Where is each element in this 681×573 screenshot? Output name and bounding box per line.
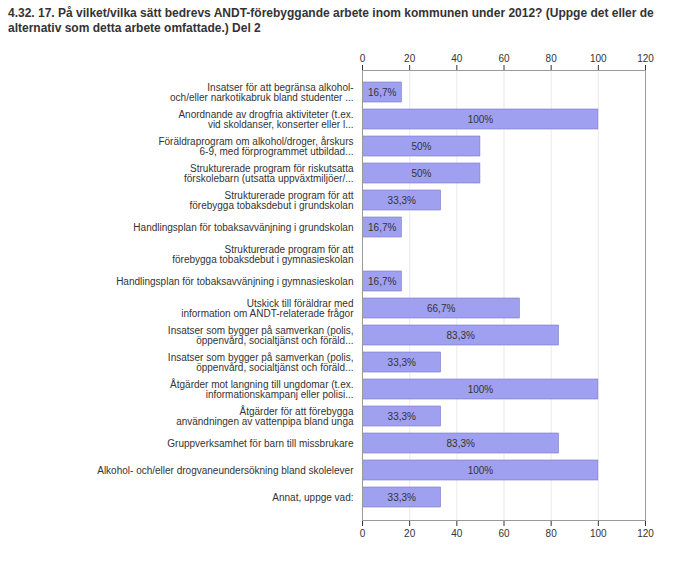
svg-text:Insatser för att begränsa alko: Insatser för att begränsa alkohol-och/el… bbox=[170, 82, 353, 103]
svg-text:Anordnande av drogfria aktivit: Anordnande av drogfria aktiviteter (t.ex… bbox=[178, 109, 353, 130]
svg-text:33,3%: 33,3% bbox=[388, 195, 416, 206]
html-text:4.32. 17. På vilket/vilka sätt: 4.32. 17. På vilket/vilka sätt bedrevs A… bbox=[8, 6, 654, 35]
svg-text:100: 100 bbox=[590, 528, 607, 539]
svg-text:100%: 100% bbox=[468, 465, 494, 476]
svg-text:16,7%: 16,7% bbox=[368, 87, 396, 98]
svg-text:0: 0 bbox=[360, 528, 366, 539]
svg-text:Föräldraprogram om alkohol/dro: Föräldraprogram om alkohol/droger, årsku… bbox=[158, 136, 353, 157]
svg-text:Gruppverksamhet för barn till: Gruppverksamhet för barn till missbrukar… bbox=[167, 438, 354, 449]
svg-text:60: 60 bbox=[498, 53, 510, 64]
svg-text:Strukturerade program för attf: Strukturerade program för attförebygga t… bbox=[172, 244, 353, 265]
svg-text:100%: 100% bbox=[468, 114, 494, 125]
svg-text:83,3%: 83,3% bbox=[447, 438, 475, 449]
svg-text:120: 120 bbox=[637, 528, 654, 539]
svg-text:100%: 100% bbox=[468, 384, 494, 395]
svg-text:Strukturerade program för attf: Strukturerade program för attförebygga t… bbox=[189, 190, 353, 211]
svg-text:20: 20 bbox=[404, 53, 416, 64]
svg-text:50%: 50% bbox=[411, 168, 431, 179]
svg-text:Åtgärder för att förebyggaanvä: Åtgärder för att förebyggaanvändningen a… bbox=[176, 405, 354, 427]
svg-text:40: 40 bbox=[451, 528, 463, 539]
svg-text:16,7%: 16,7% bbox=[368, 222, 396, 233]
svg-text:16,7%: 16,7% bbox=[368, 276, 396, 287]
svg-text:Alkohol- och/eller drogvaneund: Alkohol- och/eller drogvaneundersökning … bbox=[97, 465, 354, 476]
svg-text:Strukturerade program för risk: Strukturerade program för riskutsattaför… bbox=[184, 163, 354, 184]
svg-text:Åtgärder mot langning till ung: Åtgärder mot langning till ungdomar (t.e… bbox=[170, 378, 353, 400]
svg-text:Insatser som bygger på samverk: Insatser som bygger på samverkan (polis,… bbox=[168, 325, 354, 346]
svg-text:80: 80 bbox=[546, 528, 558, 539]
svg-text:83,3%: 83,3% bbox=[447, 330, 475, 341]
svg-text:120: 120 bbox=[637, 53, 654, 64]
svg-text:50%: 50% bbox=[411, 141, 431, 152]
svg-text:Handlingsplan för tobaksavvänj: Handlingsplan för tobaksavvänjning i gru… bbox=[133, 222, 353, 233]
svg-text:60: 60 bbox=[498, 528, 510, 539]
svg-text:33,3%: 33,3% bbox=[388, 357, 416, 368]
svg-text:66,7%: 66,7% bbox=[427, 303, 455, 314]
svg-text:100: 100 bbox=[590, 53, 607, 64]
svg-text:Handlingsplan för tobaksavvänj: Handlingsplan för tobaksavvänjning i gym… bbox=[116, 276, 353, 287]
svg-text:40: 40 bbox=[451, 53, 463, 64]
svg-text:20: 20 bbox=[404, 528, 416, 539]
svg-text:Annat, uppge vad:: Annat, uppge vad: bbox=[272, 492, 353, 503]
svg-text:80: 80 bbox=[546, 53, 558, 64]
svg-text:0: 0 bbox=[360, 53, 366, 64]
svg-text:33,3%: 33,3% bbox=[388, 411, 416, 422]
svg-text:Utskick till föräldrar medinfo: Utskick till föräldrar medinformation om… bbox=[181, 298, 354, 319]
svg-text:33,3%: 33,3% bbox=[388, 492, 416, 503]
svg-text:Insatser som bygger på samverk: Insatser som bygger på samverkan (polis,… bbox=[168, 352, 354, 373]
